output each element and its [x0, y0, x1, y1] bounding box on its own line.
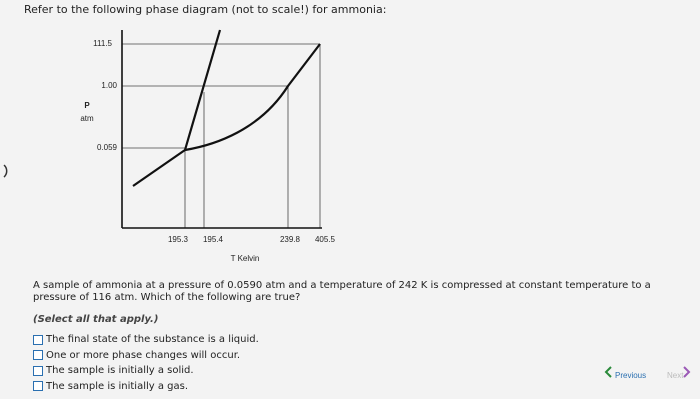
previous-button[interactable]: Previous: [615, 371, 647, 380]
option[interactable]: The sample is initially a gas.: [33, 379, 259, 395]
prompt: Refer to the following phase diagram (no…: [24, 3, 387, 16]
option[interactable]: The final state of the substance is a li…: [33, 332, 259, 348]
y-axis-symbol: P: [84, 101, 90, 110]
checkbox[interactable]: [33, 365, 43, 376]
guide-lines: [122, 43, 321, 228]
previous-icon: [604, 366, 612, 378]
next-icon: [683, 366, 691, 378]
x-axis-label: T Kelvin: [231, 254, 260, 263]
checkbox[interactable]: [33, 350, 43, 361]
x-label: 405.5: [315, 235, 336, 244]
instruction: (Select all that apply.): [33, 314, 159, 325]
checkbox[interactable]: [33, 334, 43, 345]
axes: [121, 30, 322, 229]
option-label: The sample is initially a gas.: [46, 380, 189, 392]
y-label: 0.059: [97, 143, 118, 152]
options: The final state of the substance is a li…: [33, 332, 259, 394]
y-axis-unit: atm: [80, 114, 94, 123]
option[interactable]: One or more phase changes will occur.: [33, 348, 259, 364]
option-label: The final state of the substance is a li…: [46, 334, 259, 346]
side-arrow: [3, 164, 8, 178]
next-button[interactable]: Next: [667, 371, 684, 380]
option[interactable]: The sample is initially a solid.: [33, 363, 259, 379]
checkbox[interactable]: [33, 381, 43, 392]
question-text: A sample of ammonia at a pressure of 0.0…: [33, 280, 651, 303]
x-label: 239.8: [280, 235, 301, 244]
x-label: 195.4: [203, 235, 224, 244]
option-label: The sample is initially a solid.: [46, 365, 194, 377]
y-label: 1.00: [101, 81, 117, 90]
option-label: One or more phase changes will occur.: [46, 349, 241, 361]
y-label: 111.5: [93, 39, 112, 48]
phase-curves: [132, 29, 321, 187]
x-label: 195.3: [168, 235, 189, 244]
